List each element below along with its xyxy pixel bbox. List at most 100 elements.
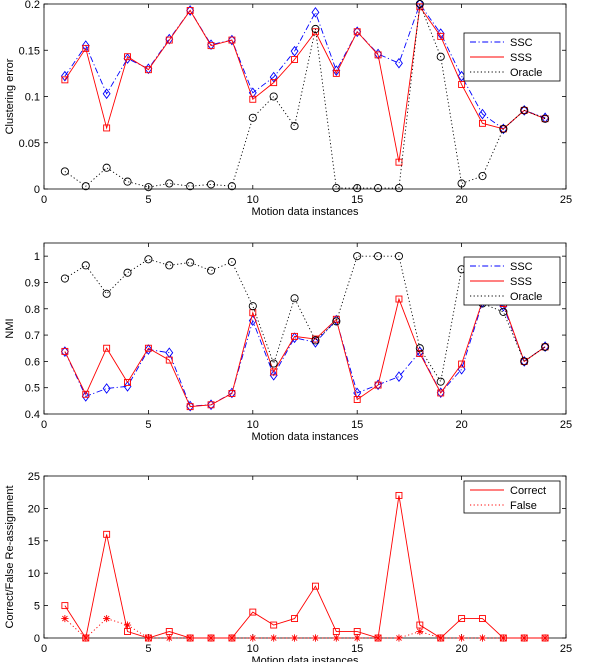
data-point xyxy=(165,261,174,270)
legend-entry: Oracle xyxy=(510,291,542,303)
data-point xyxy=(248,113,257,122)
x-axis-label: Motion data instances xyxy=(251,431,359,443)
data-point xyxy=(479,119,486,127)
x-tick-label: 10 xyxy=(247,643,259,655)
data-point xyxy=(478,171,487,181)
data-point xyxy=(290,634,299,642)
data-point xyxy=(520,106,529,115)
y-tick-label: 20 xyxy=(28,503,40,515)
data-point xyxy=(186,182,195,191)
data-point xyxy=(103,530,111,538)
data-point xyxy=(353,634,361,642)
data-point xyxy=(60,167,69,176)
data-point xyxy=(61,347,69,355)
data-point xyxy=(269,71,278,83)
data-point xyxy=(290,122,299,131)
y-tick-label: 0.9 xyxy=(25,277,40,289)
data-point xyxy=(499,124,508,133)
data-point xyxy=(541,634,549,642)
data-point xyxy=(311,6,320,18)
data-point xyxy=(144,344,153,355)
data-point xyxy=(541,341,550,353)
data-point xyxy=(499,634,507,642)
data-point xyxy=(458,360,466,368)
data-point xyxy=(291,56,299,63)
data-point xyxy=(270,368,278,376)
y-tick-label: 0.8 xyxy=(25,304,40,316)
data-point xyxy=(144,183,153,192)
data-point xyxy=(227,34,236,46)
data-point xyxy=(103,614,111,623)
data-point xyxy=(332,184,341,193)
data-point xyxy=(395,57,403,69)
data-point xyxy=(227,257,236,266)
data-point xyxy=(81,391,90,402)
data-point xyxy=(228,390,236,397)
x-tick-label: 25 xyxy=(560,643,572,655)
data-point xyxy=(478,108,487,120)
x-tick-label: 25 xyxy=(560,194,572,206)
series-oracle xyxy=(60,0,550,193)
data-point xyxy=(416,627,424,636)
y-tick-label: 0.4 xyxy=(25,409,40,421)
data-point xyxy=(186,403,194,411)
data-point xyxy=(290,45,299,57)
data-point xyxy=(61,76,69,84)
data-point xyxy=(290,294,299,303)
data-point xyxy=(541,343,549,351)
data-point xyxy=(436,28,445,39)
legend-entry: False xyxy=(510,500,537,512)
data-point xyxy=(207,39,215,51)
data-point xyxy=(186,400,195,412)
legend-entry: SSS xyxy=(510,52,532,64)
y-axis-label: NMI xyxy=(4,318,16,338)
data-point xyxy=(102,163,111,172)
plot-frame xyxy=(43,242,567,415)
data-point xyxy=(269,369,278,381)
data-point xyxy=(353,252,362,261)
legend-box xyxy=(463,480,561,514)
series-sss xyxy=(61,295,549,411)
x-axis-label: Motion data instances xyxy=(251,655,359,662)
legend-entry: SSC xyxy=(510,261,533,273)
data-point xyxy=(458,634,466,642)
data-point xyxy=(520,105,529,116)
legend-entry: SSC xyxy=(510,37,533,49)
data-point xyxy=(270,79,278,87)
x-tick-label: 10 xyxy=(247,194,259,206)
data-point xyxy=(291,332,299,340)
data-point xyxy=(207,42,215,50)
data-point xyxy=(374,379,383,391)
data-point xyxy=(269,92,278,101)
series-line xyxy=(64,3,546,189)
y-tick-label: 0.1 xyxy=(25,92,40,104)
data-point xyxy=(437,32,445,40)
data-point xyxy=(206,266,216,275)
y-tick-label: 10 xyxy=(28,568,40,580)
data-point xyxy=(124,53,131,61)
data-point xyxy=(60,274,69,283)
series-line xyxy=(64,5,546,163)
data-point xyxy=(165,36,173,44)
data-point xyxy=(270,634,278,642)
data-point xyxy=(416,3,424,11)
data-point xyxy=(353,26,362,38)
data-point xyxy=(81,261,90,270)
x-tick-label: 25 xyxy=(560,419,572,431)
data-point xyxy=(436,377,445,386)
data-point xyxy=(311,337,320,348)
data-point xyxy=(311,24,320,34)
data-point xyxy=(165,356,173,364)
data-point xyxy=(374,252,383,261)
x-tick-label: 5 xyxy=(145,419,151,431)
data-point xyxy=(248,87,257,99)
data-point xyxy=(520,634,528,642)
data-point xyxy=(311,582,319,590)
data-point xyxy=(520,106,528,114)
data-point xyxy=(311,336,320,345)
data-point xyxy=(415,0,424,9)
data-point xyxy=(437,634,445,642)
data-point xyxy=(144,634,152,642)
data-point xyxy=(541,342,550,351)
